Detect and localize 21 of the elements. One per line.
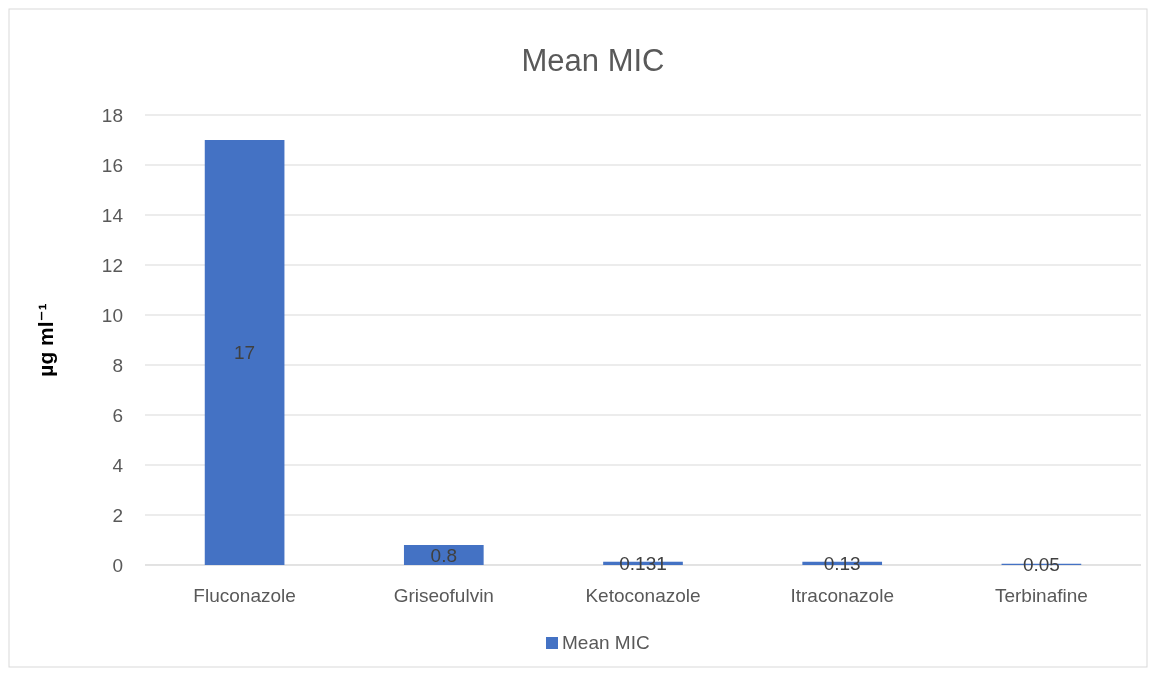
bar (204, 140, 285, 565)
y-tick-label: 8 (112, 354, 123, 376)
x-tick-label: Griseofulvin (393, 585, 494, 606)
y-axis-title: µg ml⁻¹ (34, 303, 57, 377)
y-tick-label: 18 (101, 104, 123, 126)
legend-label: Mean MIC (562, 632, 650, 653)
y-tick-label: 0 (112, 554, 123, 576)
y-tick-label: 4 (112, 454, 124, 476)
chart-title: Mean MIC (521, 43, 665, 78)
data-label: 17 (234, 342, 256, 364)
data-label: 0.8 (430, 544, 458, 566)
x-tick-label: Itraconazole (790, 585, 894, 606)
y-tick-label: 10 (101, 304, 123, 326)
x-tick-label: Fluconazole (193, 585, 296, 606)
y-tick-label: 2 (112, 504, 123, 526)
y-tick-label: 16 (101, 154, 123, 176)
y-tick-label: 12 (101, 254, 123, 276)
y-tick-label: 6 (112, 404, 123, 426)
x-tick-label: Ketoconazole (585, 585, 701, 606)
y-tick-label: 14 (101, 204, 124, 226)
x-tick-label: Terbinafine (994, 585, 1088, 606)
